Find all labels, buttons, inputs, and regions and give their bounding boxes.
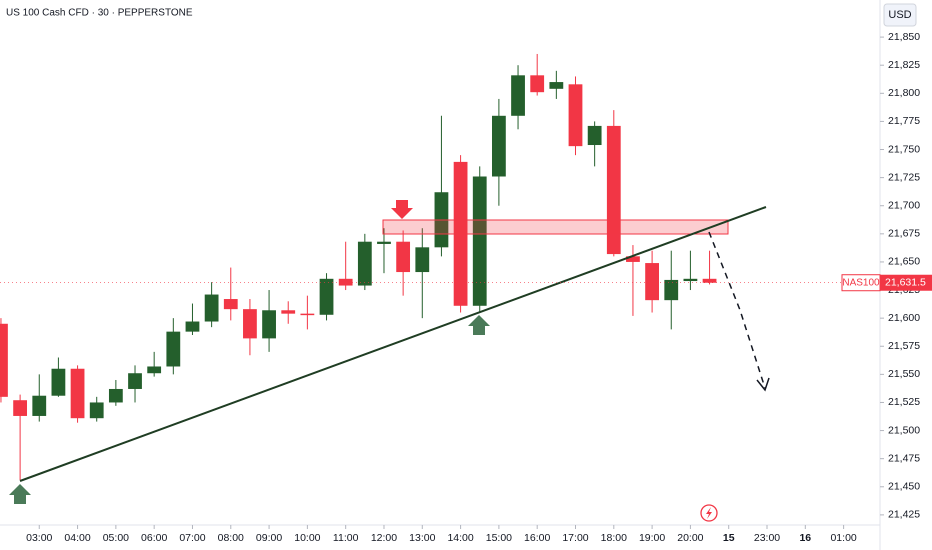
candle-body bbox=[166, 331, 181, 367]
candles bbox=[0, 53, 717, 481]
resistance-zone bbox=[382, 219, 729, 235]
y-tick-label: 21,475 bbox=[888, 452, 920, 464]
candle-body bbox=[51, 368, 66, 396]
candle-body bbox=[13, 400, 28, 416]
candle-body bbox=[645, 263, 659, 301]
x-tick-label: 05:00 bbox=[103, 532, 129, 544]
x-tick-label: 13:00 bbox=[409, 532, 435, 544]
y-tick-label: 21,525 bbox=[888, 396, 920, 408]
sell-arrow bbox=[391, 200, 413, 219]
x-tick-label: 23:00 bbox=[754, 532, 780, 544]
y-tick-label: 21,550 bbox=[888, 368, 920, 380]
candle-body bbox=[606, 125, 621, 255]
candle-body bbox=[204, 294, 219, 322]
x-tick-label: 20:00 bbox=[677, 532, 703, 544]
y-tick-label: 21,725 bbox=[888, 171, 920, 183]
y-tick-label: 21,775 bbox=[888, 115, 920, 127]
x-tick-label: 15 bbox=[723, 532, 735, 544]
x-tick-label: 17:00 bbox=[562, 532, 588, 544]
candle-body bbox=[626, 256, 640, 262]
y-tick-label: 21,800 bbox=[888, 87, 920, 99]
last-price-label: 21,631.5 bbox=[885, 277, 926, 289]
candle-body bbox=[472, 176, 487, 306]
buy-arrow bbox=[468, 315, 490, 335]
y-tick-label: 21,825 bbox=[888, 59, 920, 71]
candle-body bbox=[108, 388, 123, 403]
candle-body bbox=[415, 247, 430, 273]
x-tick-label: 07:00 bbox=[179, 532, 205, 544]
candle-body bbox=[32, 395, 47, 416]
candle-body bbox=[262, 310, 276, 339]
y-tick-label: 21,750 bbox=[888, 143, 920, 155]
x-tick-label: 14:00 bbox=[447, 532, 473, 544]
candle-body bbox=[702, 278, 717, 283]
candle-body bbox=[281, 310, 296, 314]
x-tick-label: 11:00 bbox=[333, 532, 359, 544]
y-tick-label: 21,850 bbox=[888, 31, 920, 43]
candle-body bbox=[396, 241, 411, 273]
x-tick-label: 08:00 bbox=[218, 532, 244, 544]
candle-body bbox=[319, 278, 334, 315]
x-tick-label: 06:00 bbox=[141, 532, 167, 544]
x-tick-label: 01:00 bbox=[830, 532, 856, 544]
candle-body bbox=[587, 125, 602, 146]
candle-body bbox=[338, 278, 353, 286]
y-tick-label: 21,575 bbox=[888, 340, 920, 352]
y-tick-label: 21,500 bbox=[888, 424, 920, 436]
x-tick-label: 16 bbox=[799, 532, 811, 544]
candle-body bbox=[300, 313, 315, 316]
x-tick-label: 15:00 bbox=[486, 532, 512, 544]
symbol-label: NAS100 bbox=[842, 277, 880, 288]
y-tick-label: 21,450 bbox=[888, 481, 920, 493]
x-tick-label: 18:00 bbox=[601, 532, 627, 544]
projection-arrow bbox=[708, 231, 766, 389]
y-tick-label: 21,700 bbox=[888, 200, 920, 212]
candle-body bbox=[664, 279, 679, 301]
currency-label[interactable]: USD bbox=[888, 9, 911, 21]
y-tick-label: 21,600 bbox=[888, 312, 920, 324]
candle-body bbox=[185, 321, 200, 332]
trend-line bbox=[19, 206, 767, 482]
y-tick-label: 21,650 bbox=[888, 256, 920, 268]
candle-body bbox=[377, 241, 391, 244]
x-tick-label: 10:00 bbox=[294, 532, 320, 544]
candle-body bbox=[568, 84, 583, 147]
x-tick-label: 19:00 bbox=[639, 532, 665, 544]
candle-body bbox=[70, 368, 85, 419]
currency-button[interactable] bbox=[883, 3, 917, 27]
y-tick-label: 21,675 bbox=[888, 228, 920, 240]
x-tick-label: 03:00 bbox=[26, 532, 52, 544]
event-icon-bolt bbox=[706, 507, 712, 519]
candle-body bbox=[243, 309, 257, 339]
candle-body bbox=[357, 241, 372, 286]
candle-body bbox=[511, 75, 525, 116]
candle-body bbox=[223, 299, 238, 310]
candle-body bbox=[89, 402, 104, 419]
x-tick-label: 16:00 bbox=[524, 532, 550, 544]
buy-arrow bbox=[9, 484, 31, 504]
last-price-tag bbox=[880, 274, 932, 291]
candle-body bbox=[147, 366, 162, 374]
candle-body bbox=[0, 323, 8, 397]
chart-title: US 100 Cash CFD · 30 · PEPPERSTONE bbox=[6, 8, 193, 19]
x-tick-label: 04:00 bbox=[64, 532, 90, 544]
candle-body bbox=[549, 82, 564, 89]
candle-body bbox=[683, 278, 698, 282]
x-tick-label: 12:00 bbox=[371, 532, 397, 544]
projection-arrowhead bbox=[756, 377, 770, 392]
candle-body bbox=[530, 75, 545, 93]
candle-body bbox=[128, 373, 142, 389]
candle-body bbox=[491, 115, 506, 177]
x-tick-label: 09:00 bbox=[256, 532, 282, 544]
y-tick-label: 21,425 bbox=[888, 509, 920, 521]
